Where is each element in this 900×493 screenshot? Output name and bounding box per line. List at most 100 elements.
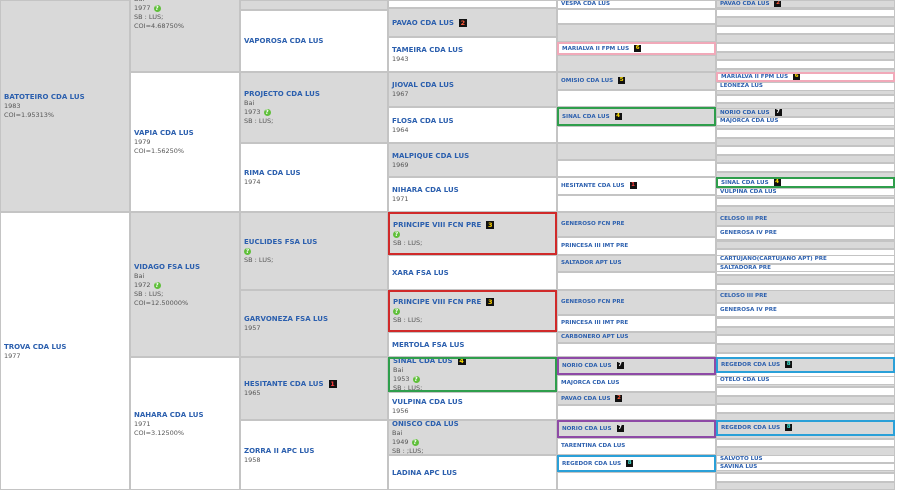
horse-name[interactable]: NORIO CDA LUS 7: [562, 425, 711, 433]
name-text[interactable]: NAHARA CDA LUS: [134, 410, 204, 419]
name-text[interactable]: PAVAO CDA LUS: [720, 1, 770, 7]
name-text[interactable]: SINAL CDA LUS: [562, 113, 610, 120]
name-text[interactable]: REGEDOR CDA LUS: [562, 460, 622, 467]
name-text[interactable]: XARA FSA LUS: [392, 268, 449, 277]
name-text[interactable]: MAJORCA CDA LUS: [720, 118, 779, 124]
horse-name[interactable]: OTELO CDA LUS: [720, 377, 891, 384]
horse-name[interactable]: LEONEZA LUS: [720, 83, 891, 90]
name-text[interactable]: NORIO CDA LUS: [562, 363, 612, 369]
name-text[interactable]: PRINCIPE VIII FCN PRE: [393, 298, 482, 306]
horse-name[interactable]: JIOVAL CDA LUS: [392, 80, 553, 90]
name-text[interactable]: MALPIQUE CDA LUS: [392, 151, 470, 160]
horse-name[interactable]: GENEROSA IV PRE: [720, 307, 891, 314]
name-text[interactable]: MERTOLA FSA LUS: [392, 340, 465, 349]
name-text[interactable]: OMISIO CDA LUS: [561, 78, 614, 84]
horse-name[interactable]: GARVONEZA FSA LUS: [244, 314, 384, 324]
name-text[interactable]: VULPINA CDA LUS: [392, 397, 463, 406]
horse-name[interactable]: EUCLIDES FSA LUS: [244, 237, 384, 247]
name-text[interactable]: SALTADORA PRE: [720, 264, 771, 271]
name-text[interactable]: RIMA CDA LUS: [244, 169, 301, 177]
horse-name[interactable]: MARIALVA II FPM LUS 6: [562, 44, 711, 53]
name-text[interactable]: PRINCIPE VIII FCN PRE: [393, 220, 482, 229]
horse-name[interactable]: GENEROSO FCN PRE: [561, 299, 712, 306]
horse-name[interactable]: OMISIO CDA LUS 5: [561, 77, 712, 85]
horse-name[interactable]: VULPINA CDA LUS: [720, 188, 891, 195]
name-text[interactable]: GENEROSO FCN PRE: [561, 299, 625, 305]
name-text[interactable]: PRINCESA III IMT PRE: [561, 242, 629, 249]
horse-name[interactable]: PROJECTO CDA LUS: [244, 89, 384, 99]
name-text[interactable]: LADINA APC LUS: [392, 468, 458, 477]
horse-name[interactable]: HESITANTE CDA LUS 1: [244, 379, 384, 389]
horse-name[interactable]: TAMEIRA CDA LUS: [392, 45, 553, 55]
horse-name[interactable]: CELOSO III PRE: [720, 293, 891, 300]
name-text[interactable]: CARBONERO APT LUS: [561, 334, 629, 340]
horse-name[interactable]: CARBONERO APT LUS: [561, 334, 712, 341]
horse-name[interactable]: SALTADOR APT LUS: [561, 260, 712, 267]
horse-name[interactable]: MALPIQUE CDA LUS: [392, 151, 553, 161]
horse-name[interactable]: PAVAO CDA LUS 2: [561, 394, 712, 403]
name-text[interactable]: VAPOROSA CDA LUS: [244, 37, 324, 45]
name-text[interactable]: SINAL CDA LUS: [393, 357, 453, 365]
horse-name[interactable]: REGEDOR CDA LUS 8: [562, 459, 711, 468]
horse-name[interactable]: GENEROSO FCN PRE: [561, 221, 712, 228]
horse-name[interactable]: MAJORCA CDA LUS: [561, 380, 712, 387]
name-text[interactable]: JIOVAL CDA LUS: [392, 81, 454, 89]
name-text[interactable]: EUCLIDES FSA LUS: [244, 238, 318, 246]
horse-name[interactable]: FLOSA CDA LUS: [392, 116, 553, 126]
name-text[interactable]: HESITANTE CDA LUS: [244, 380, 324, 388]
horse-name[interactable]: VAPIA CDA LUS: [134, 128, 236, 138]
name-text[interactable]: VULPINA CDA LUS: [720, 188, 777, 195]
horse-name[interactable]: CELOSO III PRE: [720, 216, 891, 223]
horse-name[interactable]: SALTADORA PRE: [720, 264, 891, 271]
horse-name[interactable]: SINAL CDA LUS 4: [721, 179, 890, 186]
name-text[interactable]: CELOSO III PRE: [720, 293, 768, 299]
horse-name[interactable]: ONISCO CDA LUS: [392, 420, 553, 429]
name-text[interactable]: MAJORCA CDA LUS: [561, 380, 620, 386]
name-text[interactable]: ONISCO CDA LUS: [392, 420, 459, 428]
name-text[interactable]: REGEDOR CDA LUS: [721, 425, 781, 431]
horse-name[interactable]: LADINA APC LUS: [392, 468, 553, 478]
horse-name[interactable]: MARIALVA II FPM LUS 6: [721, 74, 890, 80]
name-text[interactable]: CARTUJANO(CARTUJANO APT) PRE: [720, 256, 827, 262]
name-text[interactable]: CELOSO III PRE: [720, 215, 768, 222]
name-text[interactable]: PAVAO CDA LUS: [392, 18, 454, 27]
name-text[interactable]: GENEROSA IV PRE: [720, 229, 777, 236]
horse-name[interactable]: REGEDOR CDA LUS 8: [721, 361, 890, 369]
name-text[interactable]: VESPA CDA LUS: [561, 1, 611, 7]
horse-name[interactable]: NIHARA CDA LUS: [392, 185, 553, 195]
name-text[interactable]: BATOTEIRO CDA LUS: [4, 93, 85, 101]
name-text[interactable]: GARVONEZA FSA LUS: [244, 315, 328, 323]
name-text[interactable]: SALTADOR APT LUS: [561, 260, 622, 266]
name-text[interactable]: SAVINA LUS: [720, 463, 758, 470]
name-text[interactable]: HESITANTE CDA LUS: [561, 183, 625, 189]
name-text[interactable]: MARIALVA II FPM LUS: [562, 45, 630, 52]
name-text[interactable]: TROVA CDA LUS: [4, 342, 67, 351]
horse-name[interactable]: PRINCIPE VIII FCN PRE 3: [393, 297, 552, 307]
horse-name[interactable]: XARA FSA LUS: [392, 268, 553, 278]
horse-name[interactable]: VIDAGO FSA LUS: [134, 262, 236, 272]
name-text[interactable]: NORIO CDA LUS: [562, 426, 612, 432]
name-text[interactable]: TAMEIRA CDA LUS: [392, 46, 463, 54]
name-text[interactable]: OTELO CDA LUS: [720, 377, 770, 383]
horse-name[interactable]: BATOTEIRO CDA LUS: [4, 92, 126, 102]
name-text[interactable]: PRINCESA III IMT PRE: [561, 320, 629, 326]
horse-name[interactable]: MERTOLA FSA LUS: [392, 340, 553, 350]
name-text[interactable]: FLOSA CDA LUS: [392, 116, 454, 125]
horse-name[interactable]: GENEROSA IV PRE: [720, 230, 891, 237]
horse-name[interactable]: PAVAO CDA LUS 2: [392, 18, 553, 28]
horse-name[interactable]: SINAL CDA LUS 4: [393, 357, 552, 366]
name-text[interactable]: MARIALVA II FPM LUS: [721, 74, 789, 80]
horse-name[interactable]: CARTUJANO(CARTUJANO APT) PRE: [720, 256, 891, 263]
name-text[interactable]: PAVAO CDA LUS: [561, 395, 611, 402]
name-text[interactable]: GENEROSA IV PRE: [720, 306, 777, 313]
horse-name[interactable]: RIMA CDA LUS: [244, 168, 384, 178]
horse-name[interactable]: SAVINA LUS: [720, 463, 891, 470]
horse-name[interactable]: VESPA CDA LUS: [561, 1, 712, 8]
horse-name[interactable]: SALVOTO LUS: [720, 455, 891, 462]
horse-name[interactable]: PAVAO CDA LUS 2: [720, 1, 891, 7]
name-text[interactable]: PROJECTO CDA LUS: [244, 90, 320, 98]
name-text[interactable]: SINAL CDA LUS: [721, 179, 769, 186]
name-text[interactable]: SALVOTO LUS: [720, 455, 763, 462]
horse-name[interactable]: MAJORCA CDA LUS: [720, 118, 891, 125]
horse-name[interactable]: SINAL CDA LUS 4: [562, 112, 711, 121]
